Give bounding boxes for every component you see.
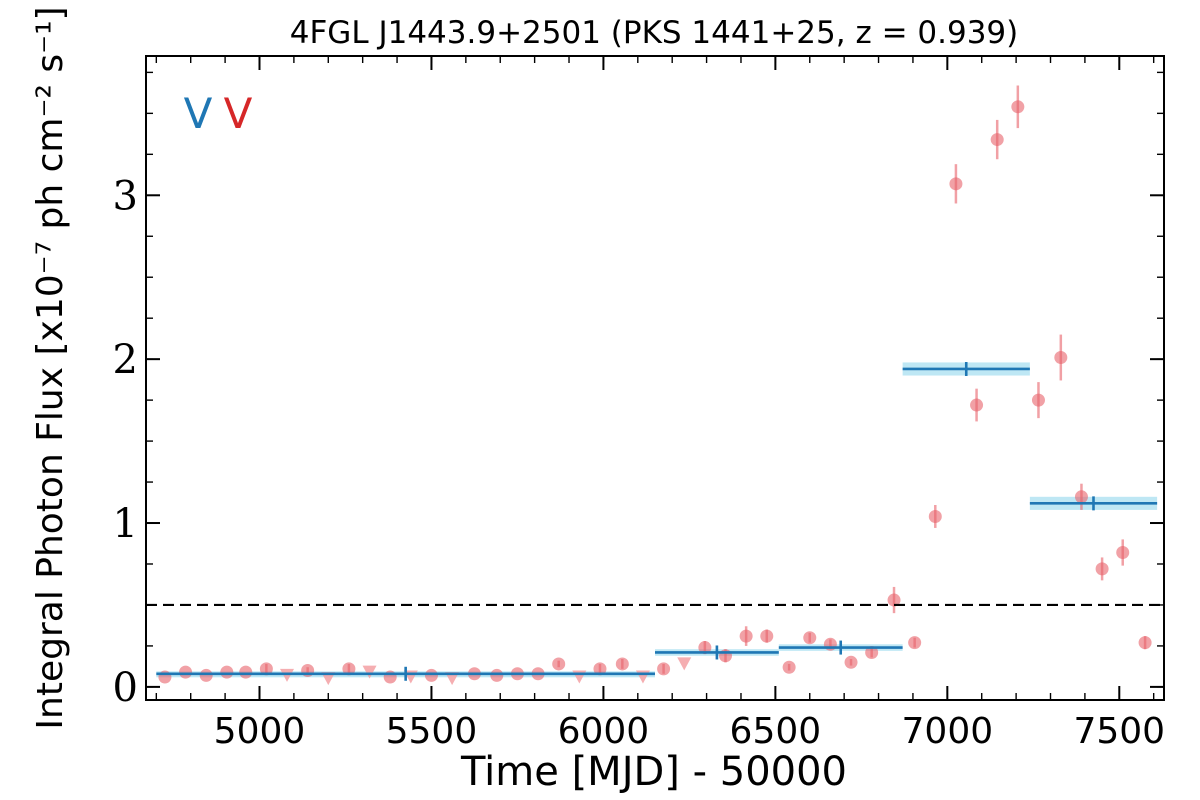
data-point xyxy=(803,631,817,645)
tick-layer: 5000 5500 6000 6500 7000 7500 0 1 2 3 xyxy=(113,56,1165,752)
x-axis-label: Time [MJD] - 50000 xyxy=(460,749,847,795)
y-tick-label: 1 xyxy=(113,501,138,547)
x-tick-label: 7500 xyxy=(1073,711,1165,752)
marker-v-red: V xyxy=(224,89,253,138)
data-point xyxy=(615,657,629,671)
data-point xyxy=(239,665,253,679)
data-point xyxy=(865,645,879,659)
data-point xyxy=(1011,100,1025,114)
data-point xyxy=(1074,490,1088,504)
data-point xyxy=(844,655,858,669)
data-point xyxy=(970,398,984,412)
data-point xyxy=(782,660,796,674)
upper-limit-marker xyxy=(677,657,692,671)
upper-limit-marker xyxy=(321,672,336,686)
data-point xyxy=(593,662,607,676)
data-point xyxy=(887,593,901,607)
x-tick-label: 5500 xyxy=(386,711,478,752)
x-tick-label: 6500 xyxy=(730,711,822,752)
data-point xyxy=(490,668,504,682)
data-point xyxy=(179,665,193,679)
upper-limit-marker xyxy=(362,665,377,679)
data-point xyxy=(1031,393,1045,407)
data-point xyxy=(220,665,234,679)
y-axis-label: Integral Photon Flux [x10⁻⁷ ph cm⁻² s⁻¹] xyxy=(30,6,71,729)
data-point xyxy=(1054,351,1068,365)
data-point xyxy=(1095,562,1109,576)
chart-title: 4FGL J1443.9+2501 (PKS 1441+25, z = 0.93… xyxy=(290,15,1019,51)
y-tick-label: 3 xyxy=(113,173,138,219)
data-point xyxy=(342,662,356,676)
data-point xyxy=(908,636,922,650)
data-point xyxy=(760,629,774,643)
plot-layer xyxy=(156,85,1158,686)
data-point xyxy=(259,662,273,676)
x-tick-label: 7000 xyxy=(902,711,994,752)
data-point xyxy=(949,177,963,191)
data-point xyxy=(990,133,1004,147)
data-point xyxy=(739,629,753,643)
plot-frame xyxy=(145,55,1165,701)
data-point xyxy=(1116,546,1130,560)
data-point xyxy=(424,668,438,682)
upper-limit-marker xyxy=(445,672,460,686)
data-point xyxy=(928,509,942,523)
data-point xyxy=(657,662,671,676)
upper-limit-marker xyxy=(280,668,295,682)
marker-v-blue: V xyxy=(184,89,213,138)
data-point xyxy=(698,641,712,655)
data-point xyxy=(1138,636,1152,650)
data-point xyxy=(552,657,566,671)
y-tick-label: 2 xyxy=(113,337,138,383)
x-tick-label: 5000 xyxy=(214,711,306,752)
y-tick-label: 0 xyxy=(113,665,138,711)
data-point xyxy=(199,668,213,682)
x-tick-label: 6000 xyxy=(558,711,650,752)
